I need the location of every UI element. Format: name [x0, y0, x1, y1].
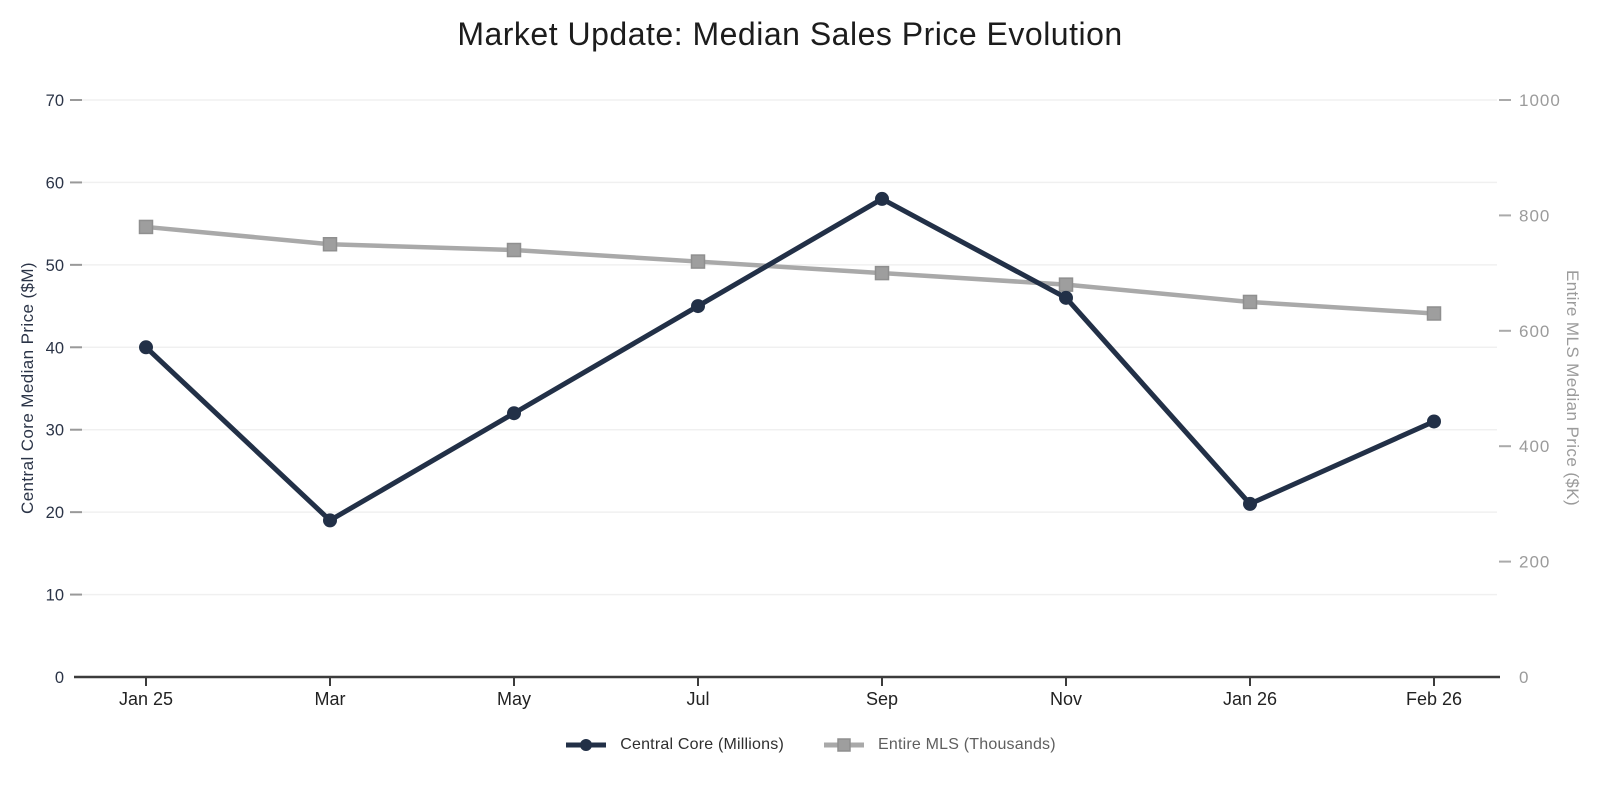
data-point-marker [691, 299, 705, 314]
left-axis-tick-label: 20 [46, 504, 64, 522]
legend-swatch-line-circle-icon [566, 739, 607, 751]
data-point-marker [1427, 414, 1441, 429]
data-point-marker [875, 191, 889, 206]
right-axis-tick-label: 400 [1519, 437, 1550, 456]
x-axis-tick-label: May [497, 689, 531, 709]
x-axis-tick-label: Jan 25 [119, 689, 173, 709]
left-axis-tick-label: 30 [46, 422, 64, 440]
data-point-marker [323, 513, 337, 528]
data-point-marker [1242, 294, 1258, 310]
legend: Central Core (Millions) Entire MLS (Thou… [0, 728, 1600, 762]
data-point-marker [1059, 290, 1073, 305]
series-line-entire-mls [143, 224, 1437, 316]
data-point-marker [506, 242, 522, 258]
data-point-marker [690, 254, 706, 269]
legend-label: Entire MLS (Thousands) [877, 736, 1056, 753]
right-axis-tick-label: 200 [1519, 553, 1550, 572]
right-axis-tick-label: 1000 [1519, 91, 1561, 110]
left-axis-tick-label: 0 [55, 669, 64, 687]
legend-item-central-core[interactable]: Central Core (Millions) [564, 736, 784, 754]
data-point-marker [139, 340, 153, 355]
left-axis-tick-label: 40 [46, 339, 64, 357]
x-axis-tick-label: Feb 26 [1406, 689, 1462, 709]
x-axis-tick-label: Nov [1050, 689, 1082, 709]
left-axis-tick-label: 60 [46, 174, 64, 192]
legend-label: Central Core (Millions) [620, 736, 784, 753]
data-point-marker [507, 406, 521, 421]
data-point-marker [322, 237, 338, 252]
right-axis-tick-label: 0 [1519, 668, 1529, 687]
series-line-central-core [143, 196, 1437, 523]
legend-item-entire-mls[interactable]: Entire MLS (Thousands) [822, 736, 1056, 754]
x-axis-tick-label: Mar [315, 689, 346, 709]
left-axis-tick-label: 70 [46, 92, 64, 110]
x-axis-tick-label: Sep [866, 689, 898, 709]
x-axis-tick-label: Jan 26 [1223, 689, 1277, 709]
data-point-marker [138, 219, 154, 235]
right-axis-tick-label: 600 [1519, 322, 1550, 341]
x-axis-tick-label: Jul [686, 689, 709, 709]
data-point-marker [874, 265, 890, 281]
chart-title: Market Update: Median Sales Price Evolut… [457, 16, 1123, 52]
right-axis-tick-label: 800 [1519, 206, 1550, 225]
data-point-marker [1058, 277, 1074, 292]
legend-swatch-line-square-icon [823, 738, 864, 752]
data-point-marker [1243, 496, 1257, 511]
data-point-marker [1426, 306, 1442, 321]
left-axis-tick-label: 50 [46, 257, 64, 275]
left-axis-tick-label: 10 [46, 587, 64, 605]
